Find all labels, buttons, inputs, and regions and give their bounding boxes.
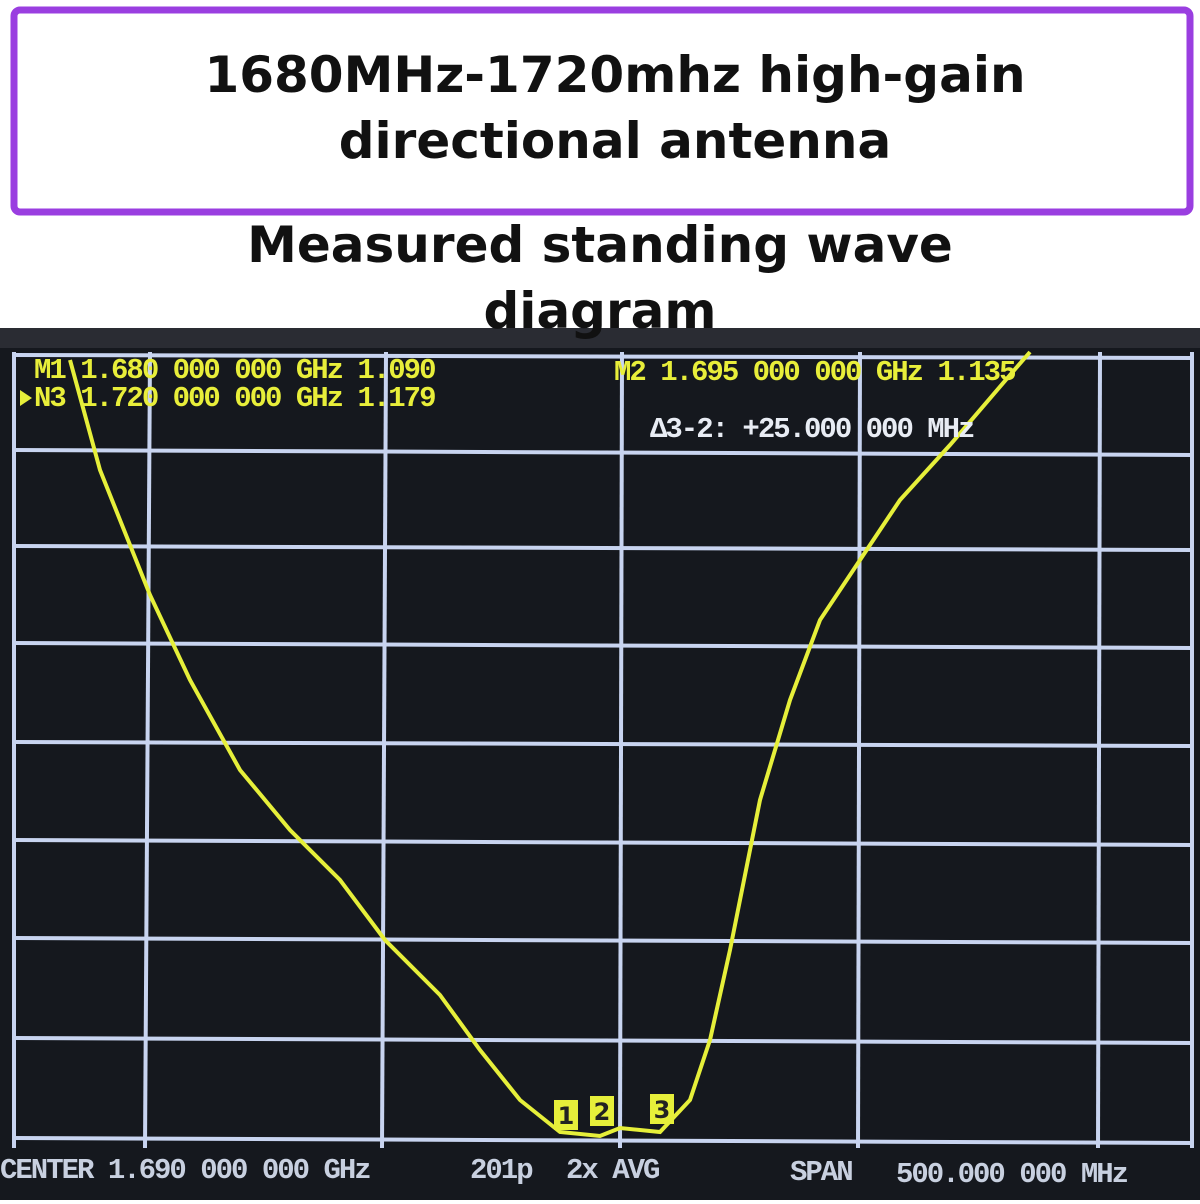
- points: 201p: [470, 1154, 533, 1187]
- title-line: 1680MHz-1720mhz high-gain: [204, 46, 1025, 104]
- swr-trace: [68, 350, 1032, 1139]
- title-box: [10, 6, 1194, 216]
- grid: [12, 351, 1194, 1149]
- span-label: SPAN: [790, 1156, 852, 1189]
- center-frequency: CENTER 1.690 000 000 GHz: [0, 1154, 370, 1187]
- span-value: 500.000 000 MHz: [896, 1158, 1128, 1191]
- marker-tag-label: 3: [654, 1096, 671, 1124]
- subtitle-line: Measured standing wave: [247, 216, 953, 274]
- marker-tags: 1 2 3: [554, 1094, 674, 1130]
- marker-tag: [590, 1096, 614, 1126]
- averaging: 2x AVG: [566, 1154, 659, 1187]
- subtitle-line: diagram: [484, 282, 717, 340]
- screen: [0, 328, 1200, 1200]
- marker-tag: [650, 1094, 674, 1124]
- marker-tag-label: 1: [558, 1102, 575, 1130]
- active-marker-arrow: [20, 390, 32, 406]
- marker-readout: M1 1.680 000 000 GHz 1.090: [34, 354, 435, 387]
- screen-bezel: [0, 328, 1200, 348]
- marker-readout: N3 1.720 000 000 GHz 1.179: [34, 382, 435, 415]
- delta-readout: Δ3-2: +25.000 000 MHz: [650, 413, 974, 446]
- title-line: directional antenna: [339, 112, 892, 170]
- marker-tag-label: 2: [594, 1098, 611, 1126]
- marker-readout: M2 1.695 000 000 GHz 1.135: [614, 356, 1015, 389]
- marker-tag: [554, 1100, 578, 1130]
